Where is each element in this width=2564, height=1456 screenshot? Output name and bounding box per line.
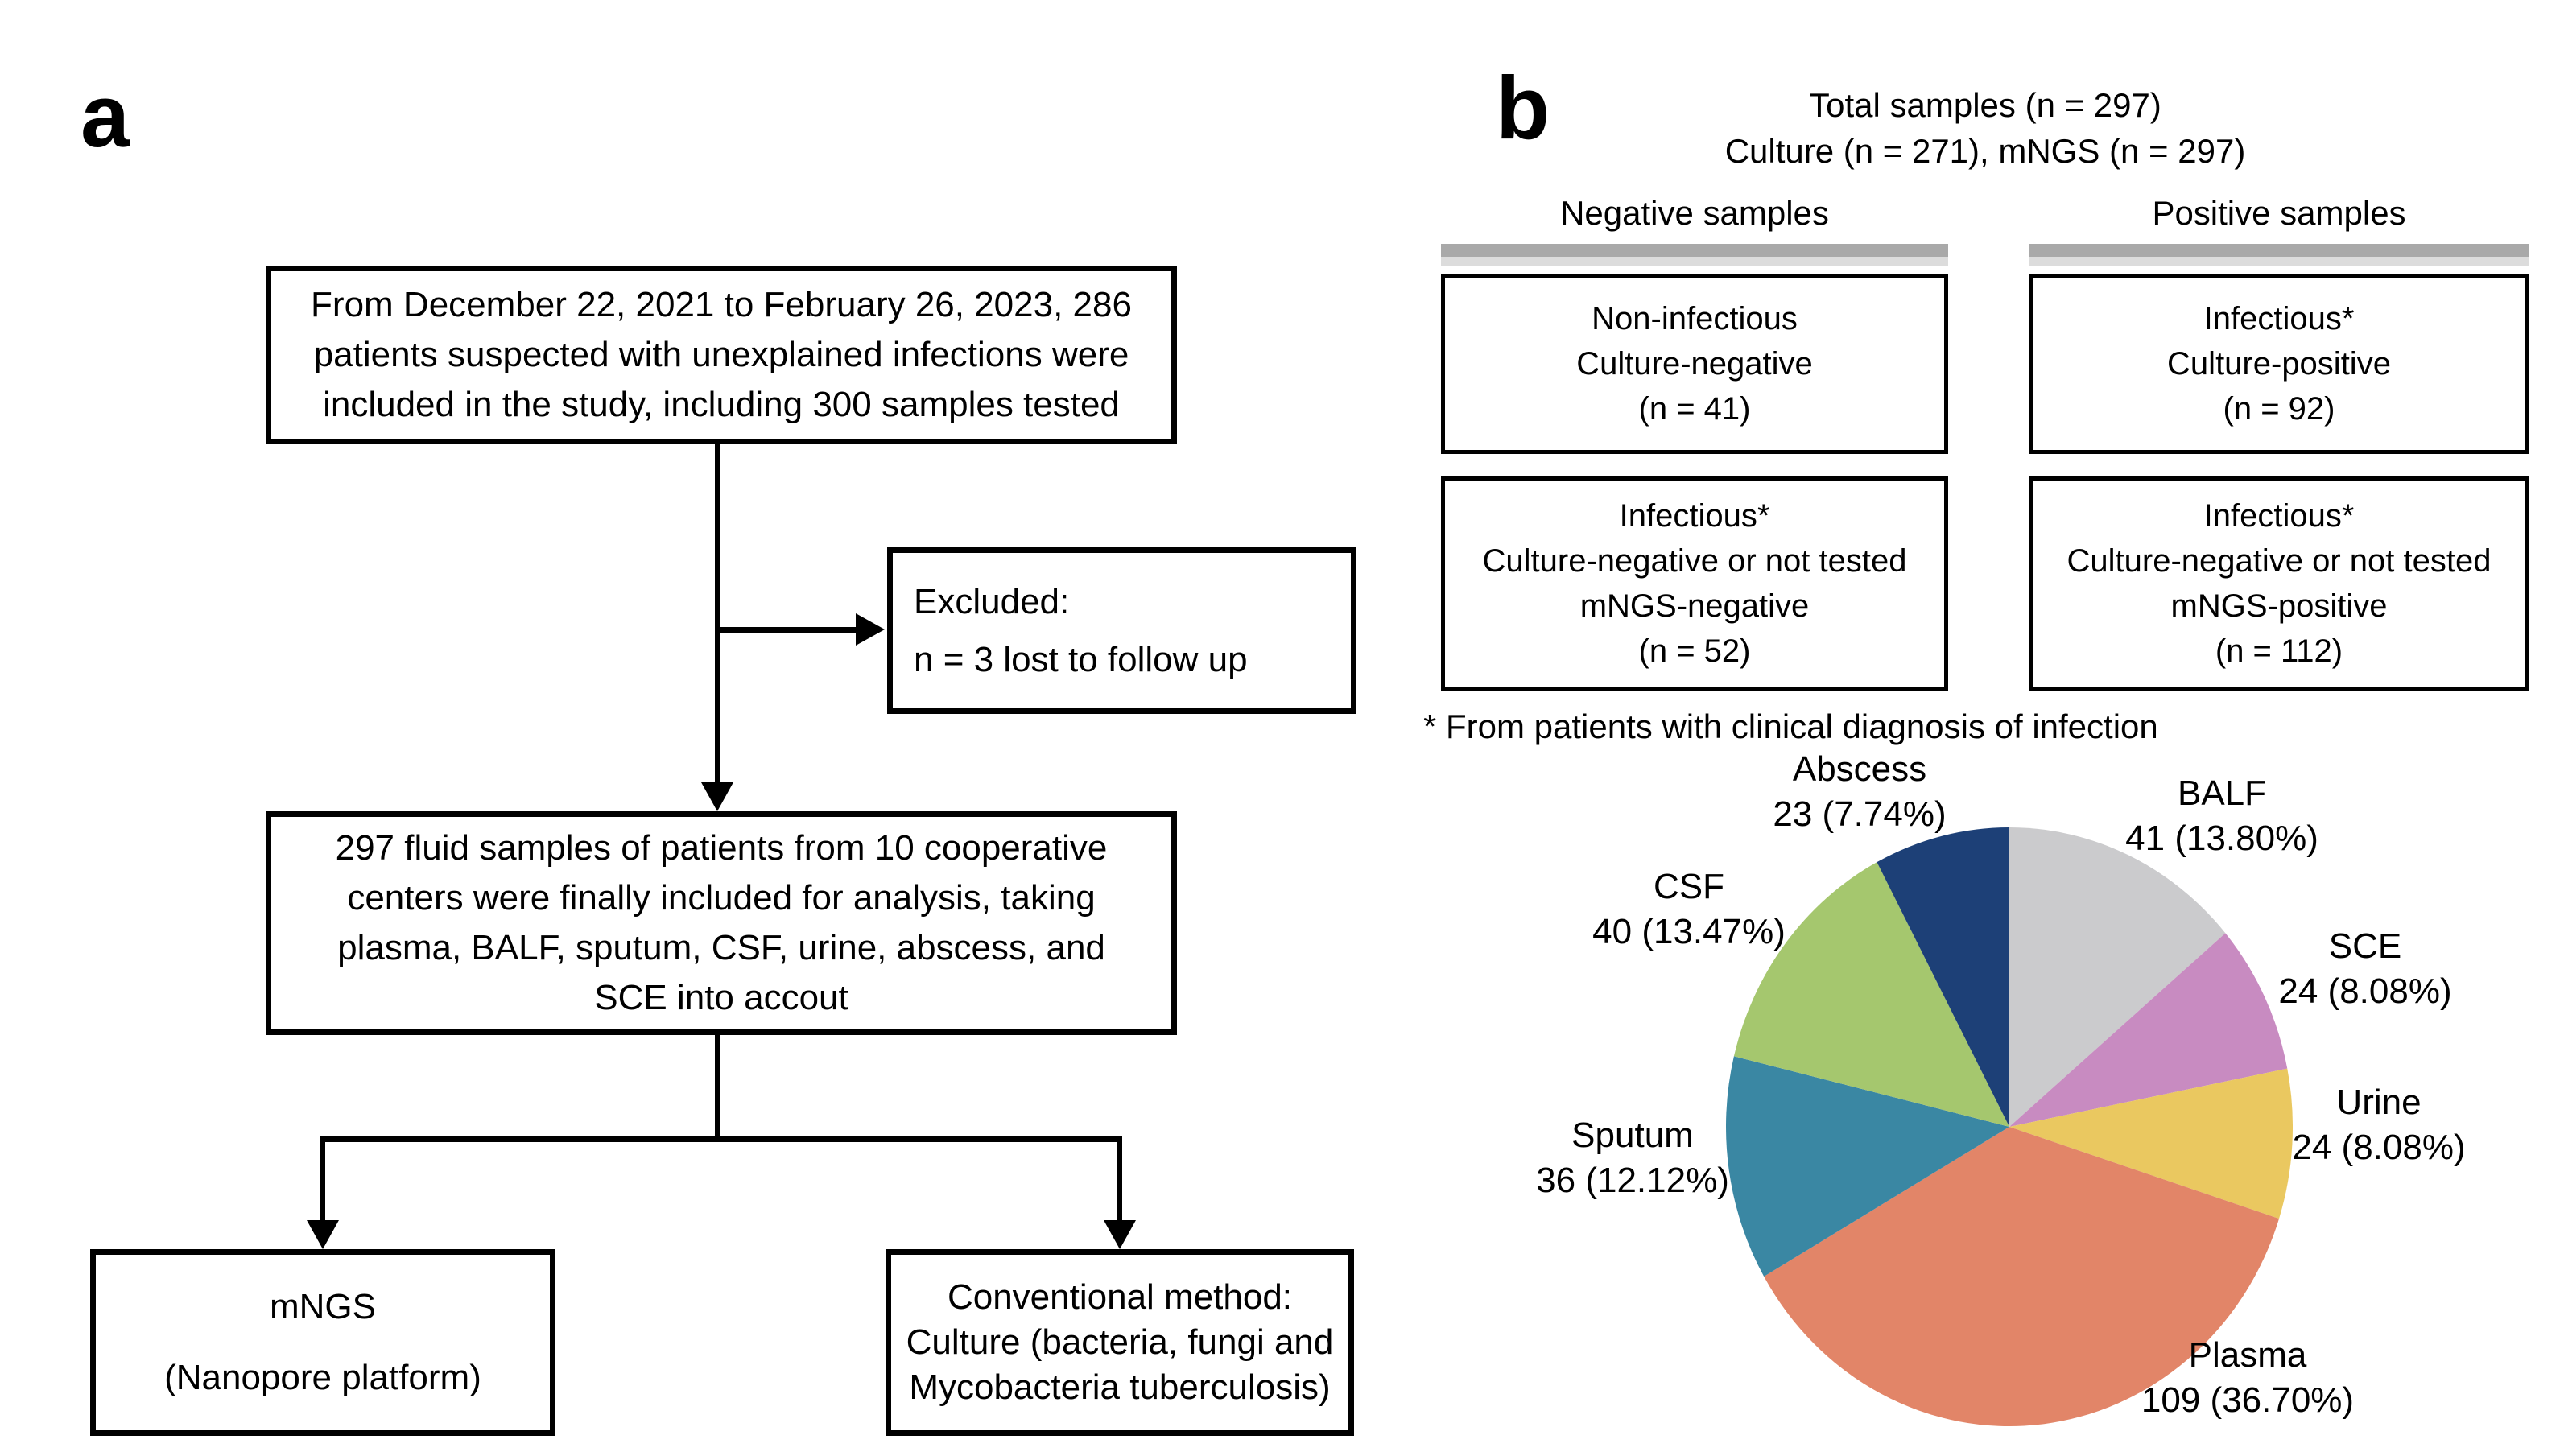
box-line: (n = 41)	[1638, 391, 1751, 427]
flow-box-mngs-line: (Nanopore platform)	[164, 1358, 481, 1397]
box-line: mNGS-positive	[2170, 588, 2388, 624]
connector-line	[715, 627, 858, 633]
flow-box-excluded-line: Excluded:	[914, 581, 1070, 621]
pie-label-value: 109 (36.70%)	[2141, 1380, 2355, 1420]
connector-line	[715, 1035, 720, 1142]
box-line: (n = 112)	[2215, 633, 2343, 669]
box-line: Infectious*	[2203, 498, 2355, 534]
pie-label-name: SCE	[2328, 926, 2402, 966]
pie-slice-sce	[2009, 933, 2288, 1127]
flow-box-samples-line: 297 fluid samples of patients from 10 co…	[335, 828, 1108, 868]
box-line: Non-infectious	[1592, 301, 1798, 336]
flow-box-excluded-line: n = 3 lost to follow up	[914, 639, 1248, 679]
panel-b-label: b	[1496, 59, 1550, 158]
negative-box-culture-negative: Non-infectious Culture-negative (n = 41)	[1441, 274, 1948, 454]
positive-heading-rule-shadow	[2029, 257, 2529, 266]
pie-label-name: CSF	[1653, 867, 1724, 906]
culture-mngs-subtitle: Culture (n = 271), mNGS (n = 297)	[1724, 132, 2246, 170]
flow-box-samples: 297 fluid samples of patients from 10 co…	[266, 811, 1177, 1035]
pie-label-name: BALF	[2177, 773, 2267, 813]
pie-slice-csf	[1733, 862, 2009, 1127]
flow-box-excluded: Excluded: n = 3 lost to follow up	[887, 547, 1356, 714]
flow-box-mngs-line: mNGS	[270, 1287, 376, 1326]
pie-label-balf: BALF 41 (13.80%)	[2125, 771, 2318, 861]
arrow-right-icon	[856, 613, 885, 646]
arrow-down-icon	[701, 782, 733, 811]
pie-label-name: Sputum	[1571, 1116, 1694, 1155]
box-line: mNGS-negative	[1579, 588, 1810, 624]
connector-line	[715, 444, 720, 786]
box-line: (n = 52)	[1638, 633, 1751, 669]
pie-slice-sputum	[1726, 1056, 2009, 1277]
pie-label-value: 41 (13.80%)	[2125, 819, 2318, 858]
negative-samples-heading: Negative samples	[1560, 194, 1829, 232]
negative-box-mngs-negative: Infectious* Culture-negative or not test…	[1441, 476, 1948, 691]
flow-box-samples-line: plasma, BALF, sputum, CSF, urine, absces…	[337, 928, 1105, 967]
pie-label-name: Abscess	[1792, 749, 1927, 789]
negative-heading-rule	[1441, 244, 1948, 257]
pie-label-name: Urine	[2336, 1083, 2422, 1122]
pie-label-value: 40 (13.47%)	[1592, 912, 1786, 951]
footnote: * From patients with clinical diagnosis …	[1423, 707, 2158, 745]
connector-line	[320, 1136, 1122, 1142]
total-samples-title: Total samples (n = 297)	[1809, 86, 2161, 124]
pie-label-abscess: Abscess 23 (7.74%)	[1773, 747, 1946, 837]
pie-slice-plasma	[1764, 1127, 2280, 1426]
arrow-down-icon	[307, 1220, 339, 1249]
positive-box-culture-positive: Infectious* Culture-positive (n = 92)	[2029, 274, 2529, 454]
box-line: Infectious*	[1619, 498, 1770, 534]
pie-label-sputum: Sputum 36 (12.12%)	[1536, 1113, 1729, 1203]
connector-line	[1117, 1136, 1122, 1225]
pie-chart	[1726, 827, 2293, 1426]
flow-box-mngs: mNGS (Nanopore platform)	[90, 1249, 555, 1436]
flow-box-conventional: Conventional method: Culture (bacteria, …	[886, 1249, 1354, 1436]
flow-box-included-line: included in the study, including 300 sam…	[323, 385, 1120, 424]
arrow-down-icon	[1104, 1220, 1136, 1249]
flow-box-conventional-line: Mycobacteria tuberculosis)	[909, 1367, 1331, 1407]
box-line: Infectious*	[2203, 301, 2355, 336]
negative-heading-rule-shadow	[1441, 257, 1948, 266]
flow-box-included: From December 22, 2021 to February 26, 2…	[266, 266, 1177, 444]
positive-heading-rule	[2029, 244, 2529, 257]
flow-box-samples-line: centers were finally included for analys…	[347, 878, 1096, 918]
connector-line	[320, 1136, 325, 1225]
panel-a-label: a	[81, 67, 130, 166]
pie-slice-abscess	[1877, 827, 2009, 1127]
pie-label-value: 36 (12.12%)	[1536, 1161, 1729, 1200]
flow-box-samples-line: SCE into accout	[594, 978, 848, 1017]
pie-label-csf: CSF 40 (13.47%)	[1592, 864, 1786, 955]
pie-label-plasma: Plasma 109 (36.70%)	[2141, 1333, 2354, 1423]
pie-label-name: Plasma	[2188, 1335, 2307, 1375]
box-line: (n = 92)	[2223, 391, 2335, 427]
pie-slice-balf	[2009, 827, 2226, 1127]
box-line: Culture-positive	[2167, 346, 2391, 382]
box-line: Culture-negative or not tested	[1482, 543, 1907, 579]
pie-label-sce: SCE 24 (8.08%)	[2278, 924, 2451, 1014]
positive-samples-heading: Positive samples	[2152, 194, 2406, 232]
flow-box-conventional-line: Culture (bacteria, fungi and	[906, 1322, 1334, 1362]
pie-label-value: 24 (8.08%)	[2278, 971, 2452, 1011]
flow-box-conventional-line: Conventional method:	[947, 1277, 1293, 1317]
positive-box-mngs-positive: Infectious* Culture-negative or not test…	[2029, 476, 2529, 691]
flow-box-included-line: From December 22, 2021 to February 26, 2…	[311, 285, 1132, 324]
box-line: Culture-negative or not tested	[2066, 543, 2492, 579]
pie-label-value: 23 (7.74%)	[1773, 794, 1947, 834]
box-line: Culture-negative	[1576, 346, 1813, 382]
pie-label-value: 24 (8.08%)	[2292, 1128, 2466, 1167]
flow-box-included-line: patients suspected with unexplained infe…	[313, 335, 1129, 374]
pie-slice-urine	[2009, 1068, 2293, 1219]
pie-label-urine: Urine 24 (8.08%)	[2292, 1080, 2465, 1170]
